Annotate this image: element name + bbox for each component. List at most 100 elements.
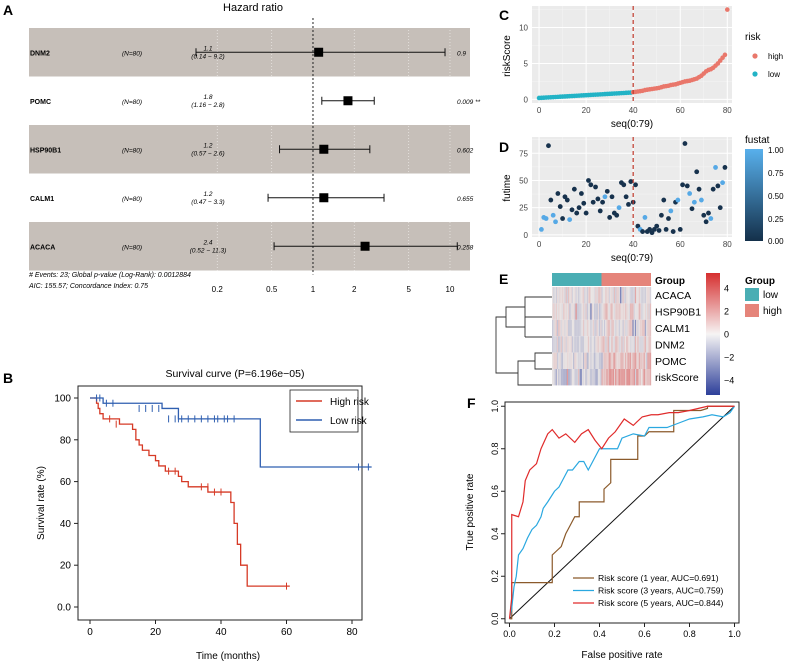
heatmap-cell	[582, 319, 585, 337]
heatmap-cell	[599, 303, 601, 320]
futime-point	[616, 205, 622, 211]
futime-point	[717, 205, 723, 211]
heatmap-cell	[638, 303, 641, 320]
heatmap-cell	[556, 303, 559, 320]
roc-x-tick-label: 0.8	[683, 629, 696, 639]
heatmap-cell	[648, 369, 650, 386]
legend-label-low-risk: Low risk	[330, 416, 368, 427]
heatmap-cell	[582, 336, 585, 353]
heatmap-cell	[595, 303, 597, 320]
heatmap-cell	[575, 319, 577, 337]
heatmap-cell	[641, 303, 643, 320]
roc-y-tick-label: 0.0	[490, 612, 500, 625]
roc-legend-label: Risk score (1 year, AUC=0.691)	[598, 573, 719, 583]
heatmap-cell	[586, 287, 589, 304]
heatmap-cell	[629, 352, 632, 369]
fustat-tick-1: 1.00	[768, 146, 784, 155]
heatmap-cell	[632, 336, 634, 353]
heatmap-cell	[552, 287, 554, 304]
heatmap-cell	[608, 369, 611, 386]
forest-tick-label: 2	[352, 285, 357, 294]
forest-row-band	[29, 125, 470, 174]
heatmap-cell	[559, 336, 561, 353]
heatmap-cell	[642, 319, 644, 337]
heatmap-annotation-label: Group	[655, 276, 685, 287]
heatmap-cell	[597, 369, 600, 386]
forest-gene-label: POMC	[30, 99, 51, 106]
heatmap-cell	[594, 336, 596, 353]
heatmap-cell	[641, 319, 643, 337]
heatmap-cell	[558, 369, 560, 386]
fustat-legend-title: fustat	[745, 135, 770, 146]
futime-point	[699, 197, 704, 203]
heatmap-cell	[649, 336, 652, 353]
heatmap-cell	[617, 369, 619, 386]
heatmap-cell	[644, 336, 647, 353]
heatmap-cell	[580, 303, 582, 320]
futime-y-tick-label: 0	[524, 231, 529, 240]
heatmap-cell	[563, 369, 565, 386]
heatmap-cell	[628, 287, 631, 304]
heatmap-cell	[628, 336, 631, 353]
heatmap-cell	[610, 303, 612, 320]
forest-gene-label: DNM2	[30, 50, 50, 57]
futime-point	[543, 216, 549, 221]
heatmap-cell	[611, 336, 613, 353]
heatmap-colorbar-tick: −2	[724, 353, 734, 363]
heatmap-cell	[647, 287, 649, 304]
heatmap-cell	[589, 303, 591, 320]
heatmap-cell	[618, 319, 621, 337]
futime-point	[701, 212, 707, 218]
heatmap-cell	[556, 319, 559, 337]
heatmap-cell	[576, 287, 579, 304]
heatmap-cell	[628, 303, 631, 320]
heatmap-cell	[586, 319, 589, 337]
heatmap-cell	[596, 303, 598, 320]
heatmap-cell	[643, 369, 645, 386]
heatmap-cell	[616, 287, 618, 304]
heatmap-cell	[637, 369, 639, 386]
heatmap-cell	[636, 369, 638, 386]
heatmap-cell	[611, 319, 613, 337]
heatmap-cell	[571, 352, 574, 369]
heatmap-cell	[591, 336, 593, 353]
heatmap-cell	[641, 352, 643, 369]
heatmap-cell	[573, 336, 575, 353]
heatmap-cell	[564, 336, 566, 353]
heatmap-cell	[622, 287, 624, 304]
heatmap-cell	[574, 336, 576, 353]
heatmap-cell	[623, 369, 626, 386]
heatmap-cell	[559, 352, 561, 369]
heatmap-cell	[639, 319, 642, 337]
heatmap-cell	[631, 319, 633, 337]
survival-y-tick-label: 60	[60, 477, 72, 488]
heatmap-cell	[622, 303, 624, 320]
panel-f-letter: F	[467, 395, 476, 411]
riskscore-y-label: riskScore	[502, 35, 513, 77]
heatmap-cell	[599, 287, 601, 304]
futime-point	[574, 210, 580, 216]
heatmap-cell	[632, 352, 634, 369]
heatmap-cell	[592, 336, 595, 353]
heatmap-cell	[631, 369, 633, 386]
survival-x-tick-label: 0	[87, 627, 93, 638]
forest-tick-label: 0.2	[212, 285, 224, 294]
forest-hr-label: 2.4	[202, 239, 212, 246]
heatmap-cell	[560, 336, 563, 353]
forest-ci-label: (1.16 − 2.8)	[191, 102, 224, 109]
heatmap-cell	[647, 336, 649, 353]
futime-point	[626, 201, 631, 207]
heatmap-cell	[603, 336, 606, 353]
heatmap-cell	[606, 352, 608, 369]
heatmap-cell	[599, 336, 601, 353]
heatmap-cell	[600, 369, 602, 386]
heatmap-cell	[579, 352, 581, 369]
panel-d-letter: D	[499, 139, 509, 155]
futime-point	[703, 219, 709, 225]
futime-point	[602, 194, 608, 200]
futime-point	[661, 197, 667, 203]
futime-point	[670, 229, 676, 234]
heatmap-cell	[647, 303, 649, 320]
heatmap-cell	[563, 319, 565, 337]
